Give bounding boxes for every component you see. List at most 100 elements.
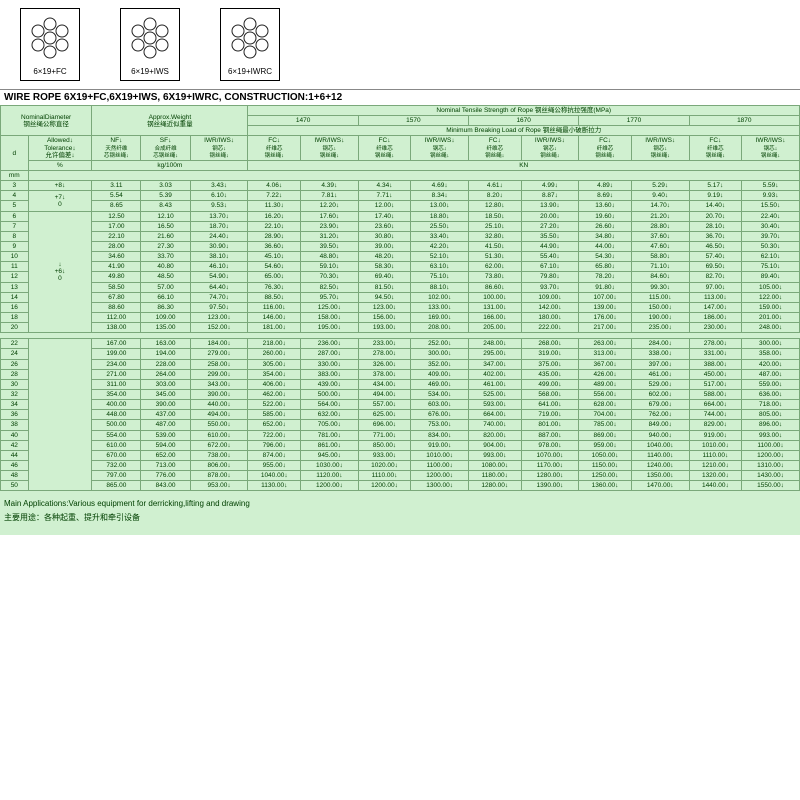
cell-nf: 234.00: [92, 359, 141, 369]
cell-val: 47.60↓: [631, 241, 689, 251]
cell-sf: 48.50: [141, 272, 190, 282]
cell-sf: 228.00: [141, 359, 190, 369]
cell-nf: 41.90: [92, 262, 141, 272]
rope-cross-section-icon: [25, 13, 75, 63]
cell-val: 849.00↓: [631, 420, 689, 430]
cell-val: 1390.00↓: [521, 481, 579, 491]
cell-val: 27.20↓: [521, 221, 579, 231]
cell-d: 38: [1, 420, 29, 430]
cell-val: 462.00↓: [248, 389, 300, 399]
cell-iwr: 343.00↓: [190, 379, 248, 389]
cell-iwr: 184.00↓: [190, 339, 248, 349]
cell-val: 113.00↓: [689, 292, 741, 302]
cell-val: 628.00↓: [579, 400, 631, 410]
cell-val: 1010.00↓: [689, 440, 741, 450]
cell-nf: 865.00: [92, 481, 141, 491]
cell-val: 1470.00↓: [631, 481, 689, 491]
cell-d: 42: [1, 440, 29, 450]
spec-table-wrap: NominalDiameter 钢丝绳公称直径 Approx.Weight 钢丝…: [0, 105, 800, 535]
cell-sf: 843.00: [141, 481, 190, 491]
rope-label: 6×19+IWRC: [225, 67, 275, 76]
cell-val: 1100.00↓: [411, 460, 469, 470]
tol-cell: ↓+6↓0: [28, 211, 92, 333]
cell-val: 195.00↓: [300, 323, 358, 333]
cell-val: 406.00↓: [248, 379, 300, 389]
cell-d: 20: [1, 323, 29, 333]
cell-iwr: 258.00↓: [190, 359, 248, 369]
cell-val: 70.30↓: [300, 272, 358, 282]
ts-1470: 1470: [248, 116, 358, 126]
cell-val: 632.00↓: [300, 410, 358, 420]
cell-val: 69.50↓: [689, 262, 741, 272]
hdr-tolerance-cn: 允许偏差↓: [45, 152, 74, 159]
cell-val: 744.00↓: [689, 410, 741, 420]
cell-val: 568.00↓: [521, 389, 579, 399]
table-row: 48797.00776.00878.00↓1040.00↓1120.00↓111…: [1, 471, 800, 481]
cell-val: 116.00↓: [248, 302, 300, 312]
table-row: 20138.00135.00152.00↓181.00↓195.00↓193.0…: [1, 323, 800, 333]
cell-val: 383.00↓: [300, 369, 358, 379]
cell-val: 8.20↓: [469, 191, 521, 201]
cell-iwr: 494.00↓: [190, 410, 248, 420]
cell-val: 22.40↓: [742, 211, 800, 221]
cell-val: 559.00↓: [742, 379, 800, 389]
table-row: 58.658.439.53↓11.30↓12.20↓12.00↓13.00↓12…: [1, 201, 800, 211]
cell-nf: 138.00: [92, 323, 141, 333]
cell-sf: 57.00: [141, 282, 190, 292]
cell-val: 15.50↓: [742, 201, 800, 211]
hdr-tolerance: Tolerance↓: [44, 145, 75, 152]
cell-sf: 163.00: [141, 339, 190, 349]
cell-val: 278.00↓: [689, 339, 741, 349]
cell-val: 978.00↓: [521, 440, 579, 450]
cell-nf: 3.11: [92, 181, 141, 191]
cell-val: 54.30↓: [579, 252, 631, 262]
cell-d: 11: [1, 262, 29, 272]
cell-val: 218.00↓: [248, 339, 300, 349]
cell-val: 636.00↓: [742, 389, 800, 399]
cell-val: 522.00↓: [248, 400, 300, 410]
cell-sf: 66.10: [141, 292, 190, 302]
table-row: 3+8↓3.113.033.43↓4.06↓4.39↓4.34↓4.69↓4.6…: [1, 181, 800, 191]
cell-val: 529.00↓: [631, 379, 689, 389]
cell-sf: 345.00: [141, 389, 190, 399]
cell-val: 696.00↓: [358, 420, 410, 430]
cell-val: 9.19↓: [689, 191, 741, 201]
cell-val: 1080.00↓: [469, 460, 521, 470]
hdr-nominal-diameter: NominalDiameter: [21, 114, 71, 121]
cell-val: 50.30↓: [742, 241, 800, 251]
cell-d: 12: [1, 272, 29, 282]
cell-val: 19.60↓: [579, 211, 631, 221]
cell-d: 28: [1, 369, 29, 379]
cell-val: 652.00↓: [248, 420, 300, 430]
cell-sf: 86.30: [141, 302, 190, 312]
cell-d: 50: [1, 481, 29, 491]
cell-val: 20.70↓: [689, 211, 741, 221]
cell-val: 1010.00↓: [411, 450, 469, 460]
cell-val: 57.40↓: [689, 252, 741, 262]
cell-val: 397.00↓: [631, 359, 689, 369]
cell-val: 166.00↓: [469, 312, 521, 322]
cell-val: 1250.00↓: [579, 471, 631, 481]
table-row: 46732.00713.00806.00↓955.00↓1030.00↓1020…: [1, 460, 800, 470]
cell-val: 23.60↓: [358, 221, 410, 231]
cell-val: 740.00↓: [469, 420, 521, 430]
cell-val: 319.00↓: [521, 349, 579, 359]
cell-val: 439.00↓: [300, 379, 358, 389]
cell-val: 62.00↓: [469, 262, 521, 272]
cell-iwr: 123.00↓: [190, 312, 248, 322]
cell-val: 781.00↓: [300, 430, 358, 440]
cell-val: 36.70↓: [689, 231, 741, 241]
cell-val: 9.40↓: [631, 191, 689, 201]
cell-iwr: 440.00↓: [190, 400, 248, 410]
cell-iwr: 806.00↓: [190, 460, 248, 470]
cell-sf: 487.00: [141, 420, 190, 430]
cell-val: 58.80↓: [631, 252, 689, 262]
cell-nf: 500.00: [92, 420, 141, 430]
cell-d: 22: [1, 339, 29, 349]
cell-val: 5.29↓: [631, 181, 689, 191]
cell-nf: 797.00: [92, 471, 141, 481]
cell-val: 82.50↓: [300, 282, 358, 292]
tol-cell: +7↓0: [28, 191, 92, 211]
cell-val: 131.00↓: [469, 302, 521, 312]
cell-val: 4.34↓: [358, 181, 410, 191]
